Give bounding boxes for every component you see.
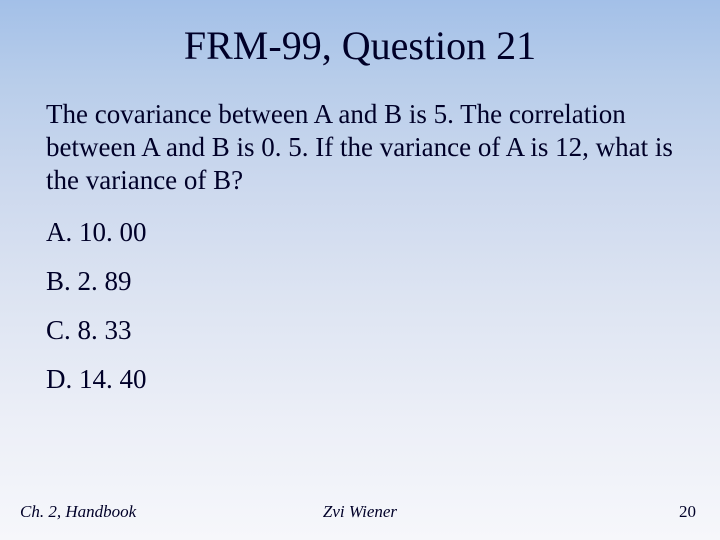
options-list: A. 10. 00 B. 2. 89 C. 8. 33 D. 14. 40	[46, 217, 680, 395]
slide-title: FRM-99, Question 21	[0, 22, 720, 69]
option-b: B. 2. 89	[46, 266, 680, 297]
question-text: The covariance between A and B is 5. The…	[46, 98, 680, 197]
option-a: A. 10. 00	[46, 217, 680, 248]
footer-right: 20	[679, 502, 696, 522]
footer-center: Zvi Wiener	[0, 502, 720, 522]
option-d: D. 14. 40	[46, 364, 680, 395]
slide-body: The covariance between A and B is 5. The…	[46, 98, 680, 395]
option-c: C. 8. 33	[46, 315, 680, 346]
slide: FRM-99, Question 21 The covariance betwe…	[0, 0, 720, 540]
